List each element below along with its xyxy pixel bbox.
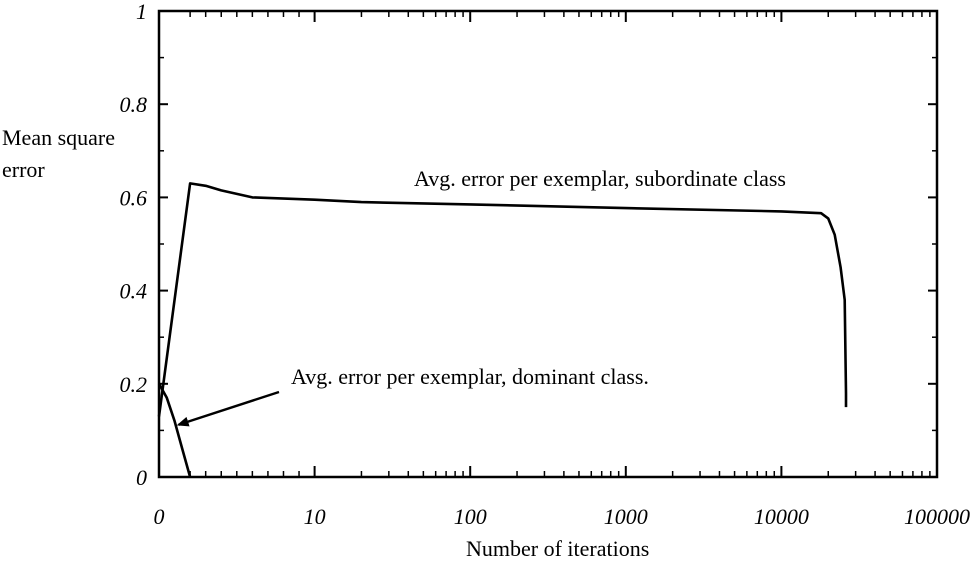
plot-frame xyxy=(157,9,939,479)
y-axis-title-line2: error xyxy=(2,156,45,182)
annotation-subordinate: Avg. error per exemplar, subordinate cla… xyxy=(414,166,786,191)
x-tick-label: 100000 xyxy=(904,504,970,529)
y-tick-labels: 0 0.2 0.4 0.6 0.8 1 xyxy=(120,0,148,490)
x-tick-label: 0 xyxy=(154,504,165,529)
annotation-dominant: Avg. error per exemplar, dominant class. xyxy=(291,364,649,389)
x-tick-label: 1000 xyxy=(604,504,648,529)
x-tick-label: 10 xyxy=(304,504,326,529)
subordinate-class-line xyxy=(157,182,848,417)
y-tick-label: 1 xyxy=(136,0,147,24)
y-tick-label: 0.4 xyxy=(120,279,148,304)
x-axis-title: Number of iterations xyxy=(466,536,650,561)
y-tick-label: 0.8 xyxy=(120,92,148,117)
axis-ticks xyxy=(158,10,938,478)
y-tick-label: 0.6 xyxy=(120,185,148,210)
y-axis-title: Mean square error xyxy=(2,122,115,186)
annotation-arrow xyxy=(176,390,280,427)
x-tick-labels: 0 10 100 1000 10000 100000 xyxy=(154,504,971,529)
annotations: Avg. error per exemplar, subordinate cla… xyxy=(176,166,786,427)
series-group xyxy=(157,182,848,478)
y-tick-label: 0.2 xyxy=(120,372,148,397)
x-tick-label: 100 xyxy=(454,504,487,529)
dominant-class-line xyxy=(157,383,192,478)
x-tick-label: 10000 xyxy=(754,504,809,529)
y-tick-label: 0 xyxy=(136,465,147,490)
y-axis-title-line1: Mean square xyxy=(2,125,116,150)
